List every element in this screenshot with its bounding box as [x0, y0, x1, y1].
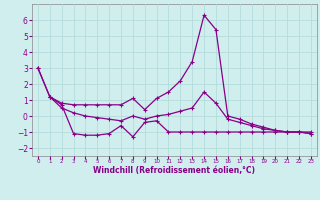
X-axis label: Windchill (Refroidissement éolien,°C): Windchill (Refroidissement éolien,°C): [93, 166, 255, 175]
